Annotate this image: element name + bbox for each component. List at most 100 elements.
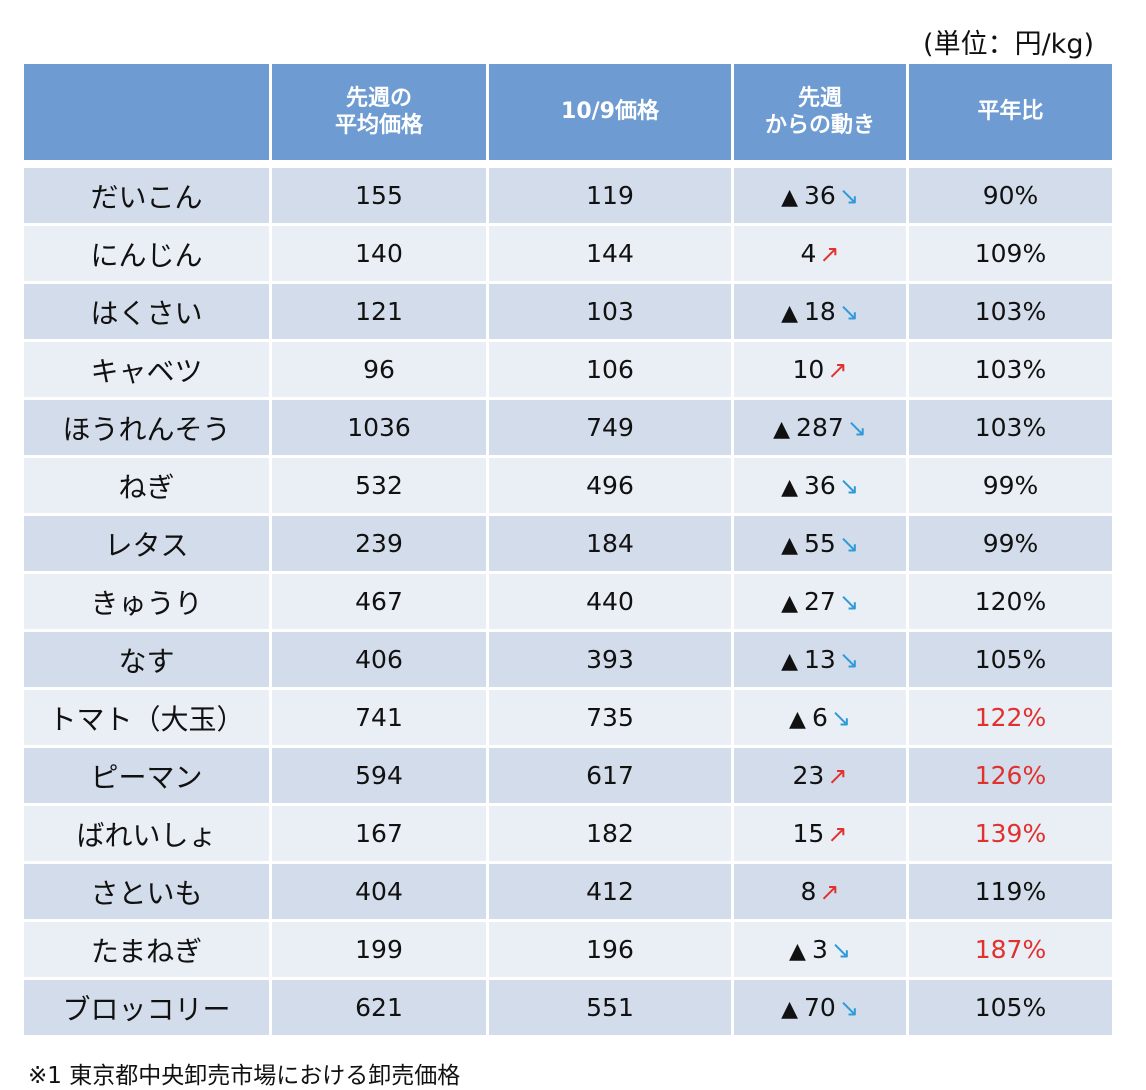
current-price: 496 bbox=[489, 458, 734, 516]
ratio-value: 122% bbox=[909, 690, 1112, 748]
current-price: 103 bbox=[489, 284, 734, 342]
current-price: 196 bbox=[489, 922, 734, 980]
change-value: 18 bbox=[804, 297, 836, 326]
ratio-value: 187% bbox=[909, 922, 1112, 980]
table-row: ばれいしょ 167 182 15 ↗ 139% bbox=[24, 806, 1112, 864]
item-name: トマト（大玉） bbox=[24, 690, 272, 748]
arrow-down-icon: ↘ bbox=[838, 530, 859, 558]
decrease-triangle-icon: ▲ bbox=[781, 475, 798, 500]
arrow-down-icon: ↘ bbox=[838, 994, 859, 1022]
change-cell: 15 ↗ bbox=[734, 806, 909, 864]
change-value: 70 bbox=[804, 993, 836, 1022]
arrow-up-icon: ↗ bbox=[827, 356, 848, 384]
table-header-row: 先週の 平均価格 10/9価格 先週 からの動き 平年比 bbox=[24, 64, 1112, 168]
table-row: だいこん 155 119 ▲ 36 ↘ 90% bbox=[24, 168, 1112, 226]
footnote: ※1 東京都中央卸売市場における卸売価格 bbox=[28, 1063, 461, 1089]
avg-price: 741 bbox=[272, 690, 489, 748]
table-row: きゅうり 467 440 ▲ 27 ↘ 120% bbox=[24, 574, 1112, 632]
header-change-line2: からの動き bbox=[764, 113, 875, 138]
arrow-up-icon: ↗ bbox=[819, 878, 840, 906]
change-cell: ▲ 6 ↘ bbox=[734, 690, 909, 748]
item-name: キャベツ bbox=[24, 342, 272, 400]
avg-price: 239 bbox=[272, 516, 489, 574]
item-name: さといも bbox=[24, 864, 272, 922]
table-row: はくさい 121 103 ▲ 18 ↘ 103% bbox=[24, 284, 1112, 342]
item-name: にんじん bbox=[24, 226, 272, 284]
change-value: 4 bbox=[800, 239, 817, 268]
decrease-triangle-icon: ▲ bbox=[781, 997, 798, 1022]
item-name: レタス bbox=[24, 516, 272, 574]
ratio-value: 105% bbox=[909, 632, 1112, 690]
header-change: 先週 からの動き bbox=[734, 64, 909, 168]
current-price: 412 bbox=[489, 864, 734, 922]
header-item bbox=[24, 64, 272, 168]
change-value: 27 bbox=[804, 587, 836, 616]
avg-price: 167 bbox=[272, 806, 489, 864]
avg-price: 155 bbox=[272, 168, 489, 226]
change-cell: 8 ↗ bbox=[734, 864, 909, 922]
price-table: 先週の 平均価格 10/9価格 先週 からの動き 平年比 だいこん 155 119 ▲… bbox=[24, 64, 1112, 1038]
avg-price: 1036 bbox=[272, 400, 489, 458]
change-cell: ▲ 18 ↘ bbox=[734, 284, 909, 342]
change-value: 55 bbox=[804, 529, 836, 558]
item-name: ねぎ bbox=[24, 458, 272, 516]
arrow-down-icon: ↘ bbox=[846, 414, 867, 442]
ratio-value: 139% bbox=[909, 806, 1112, 864]
table-row: ねぎ 532 496 ▲ 36 ↘ 99% bbox=[24, 458, 1112, 516]
table-row: たまねぎ 199 196 ▲ 3 ↘ 187% bbox=[24, 922, 1112, 980]
item-name: はくさい bbox=[24, 284, 272, 342]
decrease-triangle-icon: ▲ bbox=[781, 533, 798, 558]
arrow-down-icon: ↘ bbox=[830, 704, 851, 732]
avg-price: 140 bbox=[272, 226, 489, 284]
ratio-value: 103% bbox=[909, 342, 1112, 400]
change-value: 3 bbox=[811, 935, 828, 964]
decrease-triangle-icon: ▲ bbox=[789, 707, 806, 732]
header-avg-line2: 平均価格 bbox=[334, 113, 423, 138]
table-row: レタス 239 184 ▲ 55 ↘ 99% bbox=[24, 516, 1112, 574]
table-row: にんじん 140 144 4 ↗ 109% bbox=[24, 226, 1112, 284]
avg-price: 467 bbox=[272, 574, 489, 632]
change-value: 36 bbox=[804, 471, 836, 500]
arrow-up-icon: ↗ bbox=[827, 762, 848, 790]
change-cell: ▲ 3 ↘ bbox=[734, 922, 909, 980]
decrease-triangle-icon: ▲ bbox=[781, 301, 798, 326]
current-price: 749 bbox=[489, 400, 734, 458]
current-price: 617 bbox=[489, 748, 734, 806]
avg-price: 532 bbox=[272, 458, 489, 516]
change-cell: ▲ 55 ↘ bbox=[734, 516, 909, 574]
change-value: 36 bbox=[804, 181, 836, 210]
change-cell: ▲ 36 ↘ bbox=[734, 168, 909, 226]
item-name: ほうれんそう bbox=[24, 400, 272, 458]
change-value: 15 bbox=[792, 819, 825, 848]
current-price: 184 bbox=[489, 516, 734, 574]
avg-price: 594 bbox=[272, 748, 489, 806]
avg-price: 406 bbox=[272, 632, 489, 690]
header-ratio: 平年比 bbox=[909, 64, 1112, 168]
change-cell: ▲ 70 ↘ bbox=[734, 980, 909, 1038]
arrow-up-icon: ↗ bbox=[827, 820, 848, 848]
decrease-triangle-icon: ▲ bbox=[773, 417, 791, 442]
header-change-line1: 先週 bbox=[797, 85, 842, 111]
arrow-down-icon: ↘ bbox=[838, 646, 859, 674]
arrow-down-icon: ↘ bbox=[838, 298, 859, 326]
header-avg-line1: 先週の bbox=[345, 85, 412, 111]
ratio-value: 99% bbox=[909, 458, 1112, 516]
current-price: 735 bbox=[489, 690, 734, 748]
table-row: ピーマン 594 617 23 ↗ 126% bbox=[24, 748, 1112, 806]
ratio-value: 105% bbox=[909, 980, 1112, 1038]
item-name: ばれいしょ bbox=[24, 806, 272, 864]
current-price: 551 bbox=[489, 980, 734, 1038]
header-avg-price: 先週の 平均価格 bbox=[272, 64, 489, 168]
current-price: 393 bbox=[489, 632, 734, 690]
change-value: 8 bbox=[800, 877, 817, 906]
ratio-value: 99% bbox=[909, 516, 1112, 574]
item-name: なす bbox=[24, 632, 272, 690]
table-row: なす 406 393 ▲ 13 ↘ 105% bbox=[24, 632, 1112, 690]
current-price: 440 bbox=[489, 574, 734, 632]
table-row: トマト（大玉） 741 735 ▲ 6 ↘ 122% bbox=[24, 690, 1112, 748]
ratio-value: 103% bbox=[909, 400, 1112, 458]
change-value: 287 bbox=[796, 413, 844, 442]
decrease-triangle-icon: ▲ bbox=[781, 185, 798, 210]
item-name: ブロッコリー bbox=[24, 980, 272, 1038]
decrease-triangle-icon: ▲ bbox=[789, 939, 806, 964]
